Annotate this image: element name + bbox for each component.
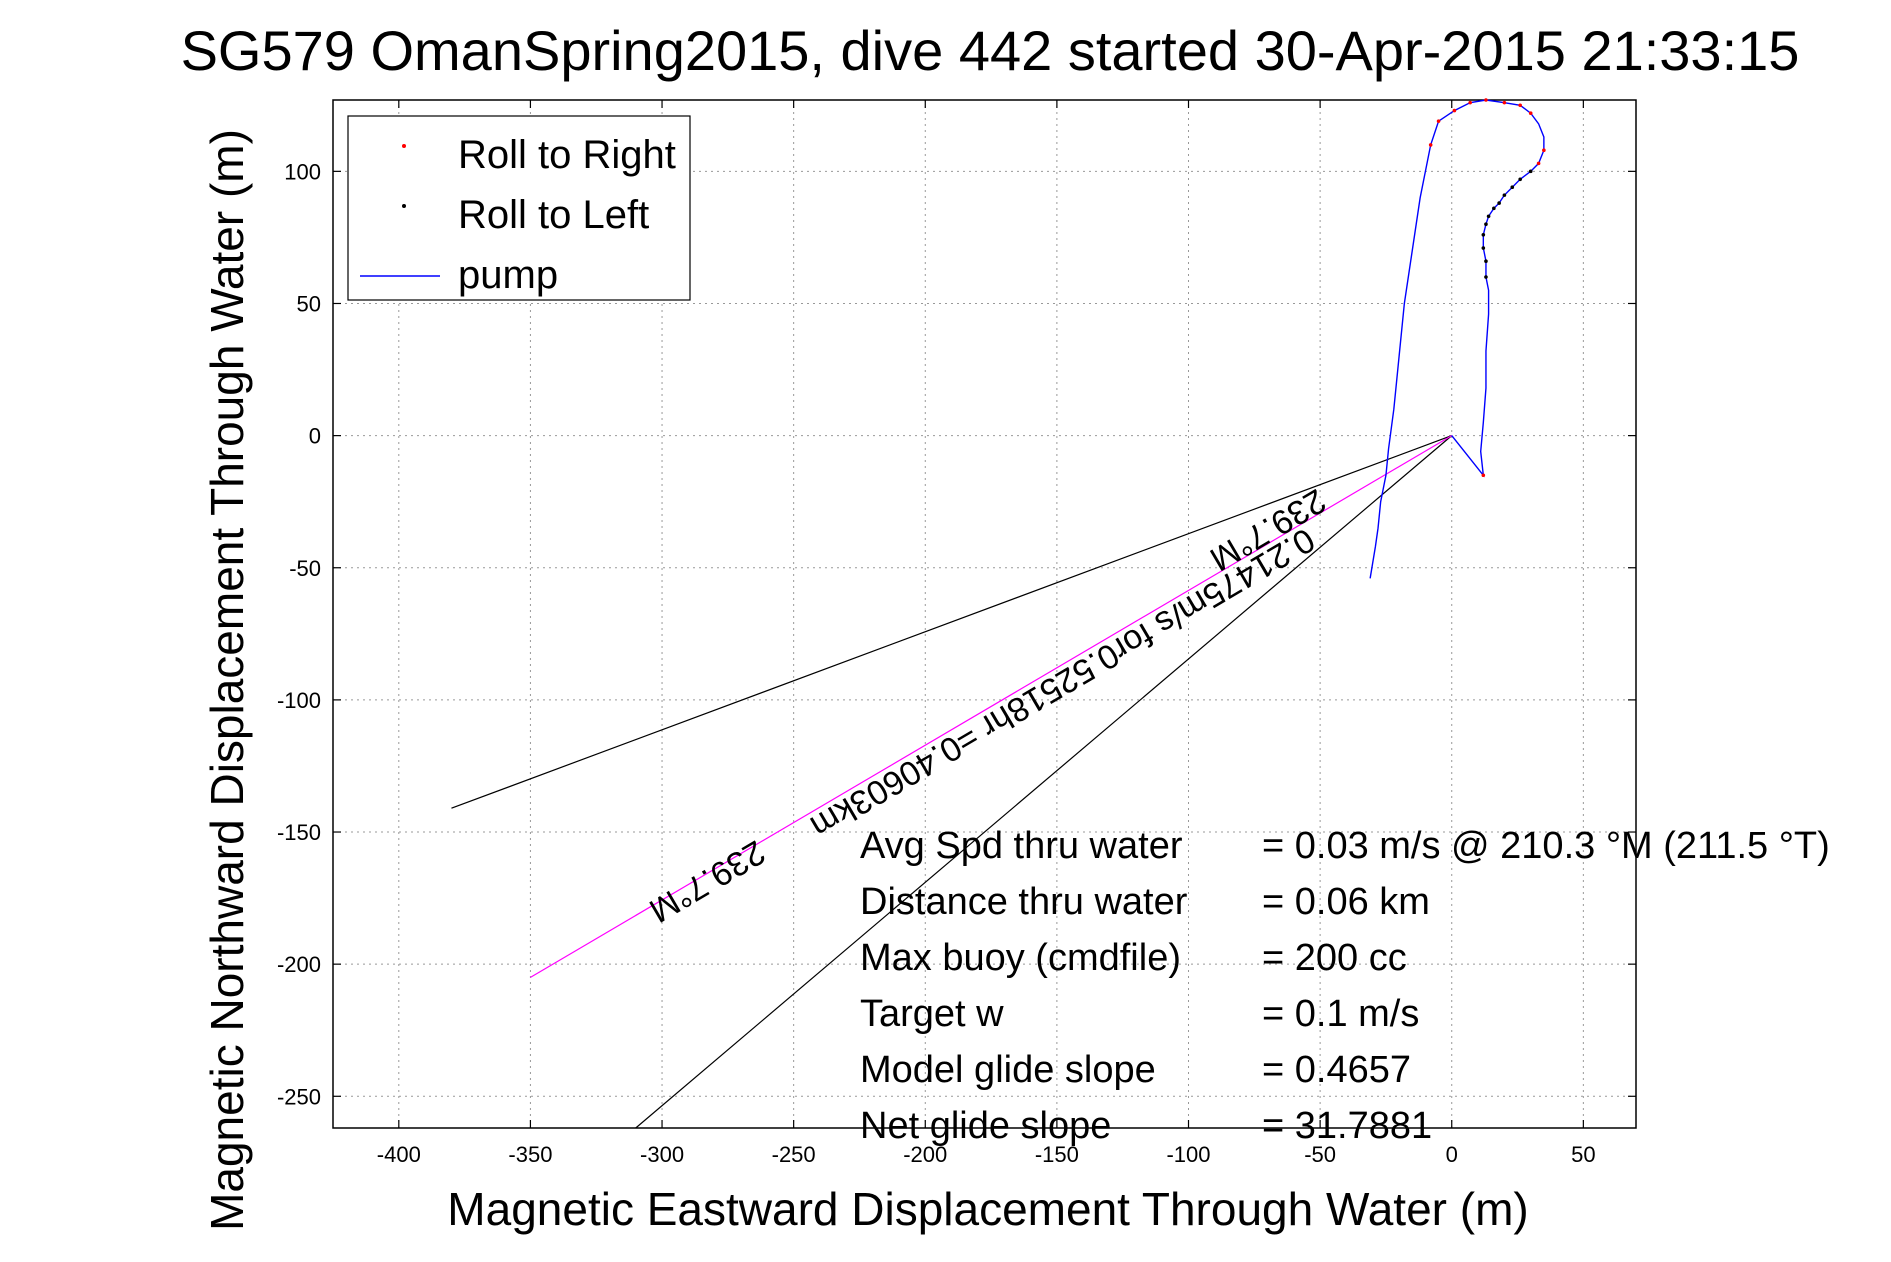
x-tick-label: -200 (903, 1142, 947, 1167)
heading-line (451, 435, 1452, 809)
plot-lines (451, 98, 1546, 1129)
x-tick-label: -350 (508, 1142, 552, 1167)
roll-left-point (1481, 232, 1486, 237)
roll-right-point (1436, 119, 1441, 123)
legend-label: Roll to Right (458, 133, 676, 177)
heading-label: 0.21475m/s for0.52518hr =0.40603km (804, 520, 1321, 845)
x-tick-label: -150 (1035, 1142, 1079, 1167)
roll-right-point (1468, 100, 1472, 105)
axis-ticks: -400 -350 -300 -250 -200 -150 -100 -50 0 50 -250 -2… (277, 100, 1636, 1167)
roll-right-point (1542, 148, 1546, 153)
stats-annotations: Avg Spd thru water = 0.03 m/s @ 210.3 °M … (860, 825, 1830, 1147)
roll-right-point (1536, 161, 1541, 166)
roll-left-point (1528, 169, 1533, 174)
roll-left-point (1484, 259, 1488, 264)
y-tick-label: -100 (277, 688, 321, 713)
roll-left-point (1481, 246, 1486, 250)
stat-value: = 0.4657 (1262, 1049, 1411, 1091)
roll-right-point (1452, 108, 1457, 113)
y-tick-label: 100 (284, 159, 321, 184)
x-tick-label: -250 (772, 1142, 816, 1167)
roll-left-point (1486, 214, 1491, 219)
y-tick-label: -200 (277, 952, 321, 977)
y-tick-label: -50 (289, 556, 321, 581)
roll-left-point (1510, 185, 1515, 190)
stat-label: Avg Spd thru water (860, 825, 1183, 867)
x-tick-label: -300 (640, 1142, 684, 1167)
stat-value: = 31.7881 (1262, 1105, 1432, 1147)
y-tick-label: 50 (297, 291, 321, 316)
roll-left-point (1497, 201, 1501, 205)
roll-right-point (1484, 98, 1488, 102)
roll-left-point (1484, 275, 1488, 279)
stat-label: Max buoy (cmdfile) (860, 937, 1181, 979)
stat-value: = 0.03 m/s @ 210.3 °M (211.5 °T) (1262, 825, 1830, 867)
stat-value: = 0.06 km (1262, 881, 1430, 923)
stat-value: = 0.1 m/s (1262, 993, 1419, 1035)
x-axis-label: Magnetic Eastward Displacement Through W… (447, 1183, 1528, 1235)
x-tick-label: 0 (1446, 1142, 1458, 1167)
x-tick-label: -50 (1304, 1142, 1336, 1167)
legend-label: Roll to Left (458, 193, 649, 237)
stat-value: = 200 cc (1262, 937, 1407, 979)
roll-right-point (1502, 100, 1507, 105)
legend-label: pump (458, 253, 558, 297)
y-tick-label: -150 (277, 820, 321, 845)
legend: Roll to Right Roll to Left pump (347, 115, 691, 301)
chart-title: SG579 OmanSpring2015, dive 442 started 3… (181, 19, 1800, 82)
stat-label: Distance thru water (860, 881, 1188, 923)
roll-left-point (1502, 193, 1507, 197)
roll-right-point (1528, 111, 1533, 116)
roll-right-point (1518, 103, 1522, 108)
x-tick-label: 50 (1571, 1142, 1595, 1167)
roll-right-point (1428, 143, 1433, 147)
legend-swatch-dot (402, 204, 406, 208)
plot-area (332, 99, 1637, 1129)
roll-left-point (1484, 222, 1488, 227)
roll-left-point (1492, 206, 1496, 211)
y-tick-label: 0 (309, 424, 321, 449)
x-tick-label: -100 (1166, 1142, 1210, 1167)
stat-label: Target w (860, 993, 1004, 1035)
x-tick-label: -400 (377, 1142, 421, 1167)
roll-left-point (1518, 177, 1522, 182)
pump-line (1369, 99, 1545, 579)
heading-line (530, 435, 1453, 978)
stat-label: Model glide slope (860, 1049, 1156, 1091)
legend-swatch-dot (402, 144, 406, 148)
stat-label: Net glide slope (860, 1105, 1111, 1147)
y-tick-label: -250 (277, 1084, 321, 1109)
roll-right-point (1481, 473, 1486, 478)
y-axis-label: Magnetic Northward Displacement Through … (201, 129, 253, 1231)
heading-line (635, 435, 1453, 1129)
